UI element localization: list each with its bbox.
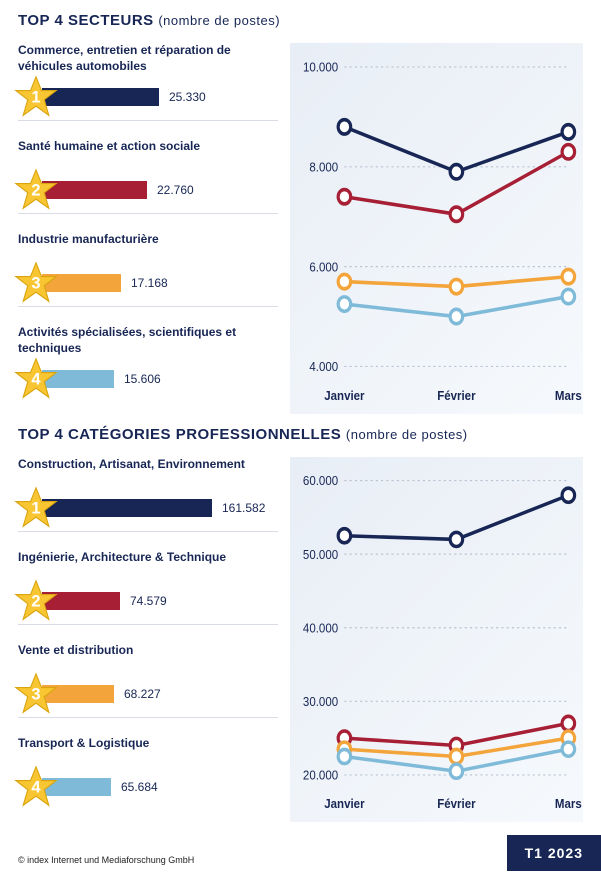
rank-star-icon: 2	[14, 168, 58, 212]
svg-text:10.000: 10.000	[303, 60, 338, 75]
svg-text:3: 3	[31, 275, 40, 293]
bar-label: Santé humaine et action sociale	[18, 139, 278, 167]
svg-text:6.000: 6.000	[309, 260, 338, 275]
section-title-main: TOP 4 SECTEURS	[18, 12, 154, 29]
bar-value: 25.330	[169, 90, 206, 104]
ranking-bars: Commerce, entretien et réparation de véh…	[18, 43, 278, 414]
bar-value: 65.684	[121, 780, 158, 794]
svg-text:2: 2	[31, 593, 40, 611]
rank-star-icon: 4	[14, 357, 58, 401]
svg-text:60.000: 60.000	[303, 474, 338, 489]
section-categories: TOP 4 CATÉGORIES PROFESSIONNELLES (nombr…	[0, 414, 601, 822]
bar-fill	[42, 88, 159, 106]
bar-item: Ingénierie, Architecture & Technique 2 7…	[18, 550, 278, 625]
rank-star-icon: 3	[14, 261, 58, 305]
bar-item: Transport & Logistique 4 65.684	[18, 736, 278, 804]
svg-text:1: 1	[31, 89, 40, 107]
rank-star-icon: 1	[14, 75, 58, 119]
svg-text:40.000: 40.000	[303, 621, 338, 636]
svg-text:20.000: 20.000	[303, 768, 338, 783]
bar-item: Commerce, entretien et réparation de véh…	[18, 43, 278, 121]
rank-star-icon: 3	[14, 672, 58, 716]
section-title-sub: (nombre de postes)	[158, 13, 280, 28]
bar-separator	[18, 531, 278, 532]
line-chart: 20.000 30.000 40.000 50.000 60.000 Janvier Fév…	[290, 457, 583, 822]
bar-label: Construction, Artisanat, Environnement	[18, 457, 278, 485]
bar-item: Industrie manufacturière 3 17.168	[18, 232, 278, 307]
svg-text:Février: Février	[437, 388, 476, 403]
rank-star-icon: 4	[14, 765, 58, 809]
svg-text:30.000: 30.000	[303, 695, 338, 710]
svg-text:2: 2	[31, 182, 40, 200]
bar-item: Vente et distribution 3 68.227	[18, 643, 278, 718]
bar-fill	[42, 499, 212, 517]
ranking-bars: Construction, Artisanat, Environnement 1…	[18, 457, 278, 822]
svg-text:4: 4	[31, 371, 41, 389]
bar-value: 15.606	[124, 372, 161, 386]
svg-text:3: 3	[31, 686, 40, 704]
rank-star-icon: 1	[14, 486, 58, 530]
section-title-sub: (nombre de postes)	[346, 427, 468, 442]
section-sectors: TOP 4 SECTEURS (nombre de postes) Commer…	[0, 0, 601, 414]
bar-separator	[18, 717, 278, 718]
svg-text:4.000: 4.000	[309, 360, 338, 375]
svg-text:Février: Février	[437, 797, 476, 812]
footer-copyright: © index Internet und Mediaforschung GmbH	[18, 855, 194, 865]
bar-separator	[18, 213, 278, 214]
svg-text:8.000: 8.000	[309, 160, 338, 175]
bar-item: Construction, Artisanat, Environnement 1…	[18, 457, 278, 532]
svg-text:Mars: Mars	[555, 797, 582, 812]
svg-text:4: 4	[31, 779, 41, 797]
svg-text:1: 1	[31, 500, 40, 518]
bar-value: 17.168	[131, 276, 168, 290]
bar-value: 161.582	[222, 501, 265, 515]
svg-text:Janvier: Janvier	[324, 797, 365, 812]
bar-separator	[18, 120, 278, 121]
bar-label: Activités spécialisées, scientifiques et…	[18, 325, 278, 356]
rank-star-icon: 2	[14, 579, 58, 623]
bar-separator	[18, 624, 278, 625]
svg-text:Mars: Mars	[555, 388, 582, 403]
bar-separator	[18, 306, 278, 307]
bar-item: Activités spécialisées, scientifiques et…	[18, 325, 278, 396]
section-title-main: TOP 4 CATÉGORIES PROFESSIONNELLES	[18, 426, 341, 443]
section-title: TOP 4 CATÉGORIES PROFESSIONNELLES (nombr…	[18, 426, 583, 443]
footer-period-badge: T1 2023	[507, 835, 601, 871]
bar-item: Santé humaine et action sociale 2 22.760	[18, 139, 278, 214]
bar-label: Ingénierie, Architecture & Technique	[18, 550, 278, 578]
bar-value: 74.579	[130, 594, 167, 608]
svg-text:50.000: 50.000	[303, 548, 338, 563]
svg-text:Janvier: Janvier	[324, 388, 364, 403]
section-title: TOP 4 SECTEURS (nombre de postes)	[18, 12, 583, 29]
bar-label: Commerce, entretien et réparation de véh…	[18, 43, 278, 74]
bar-label: Transport & Logistique	[18, 736, 278, 764]
bar-label: Industrie manufacturière	[18, 232, 278, 260]
line-chart: 4.000 6.000 8.000 10.000 Janvier Février Mars	[290, 43, 583, 414]
bar-value: 22.760	[157, 183, 194, 197]
bar-label: Vente et distribution	[18, 643, 278, 671]
bar-value: 68.227	[124, 687, 161, 701]
